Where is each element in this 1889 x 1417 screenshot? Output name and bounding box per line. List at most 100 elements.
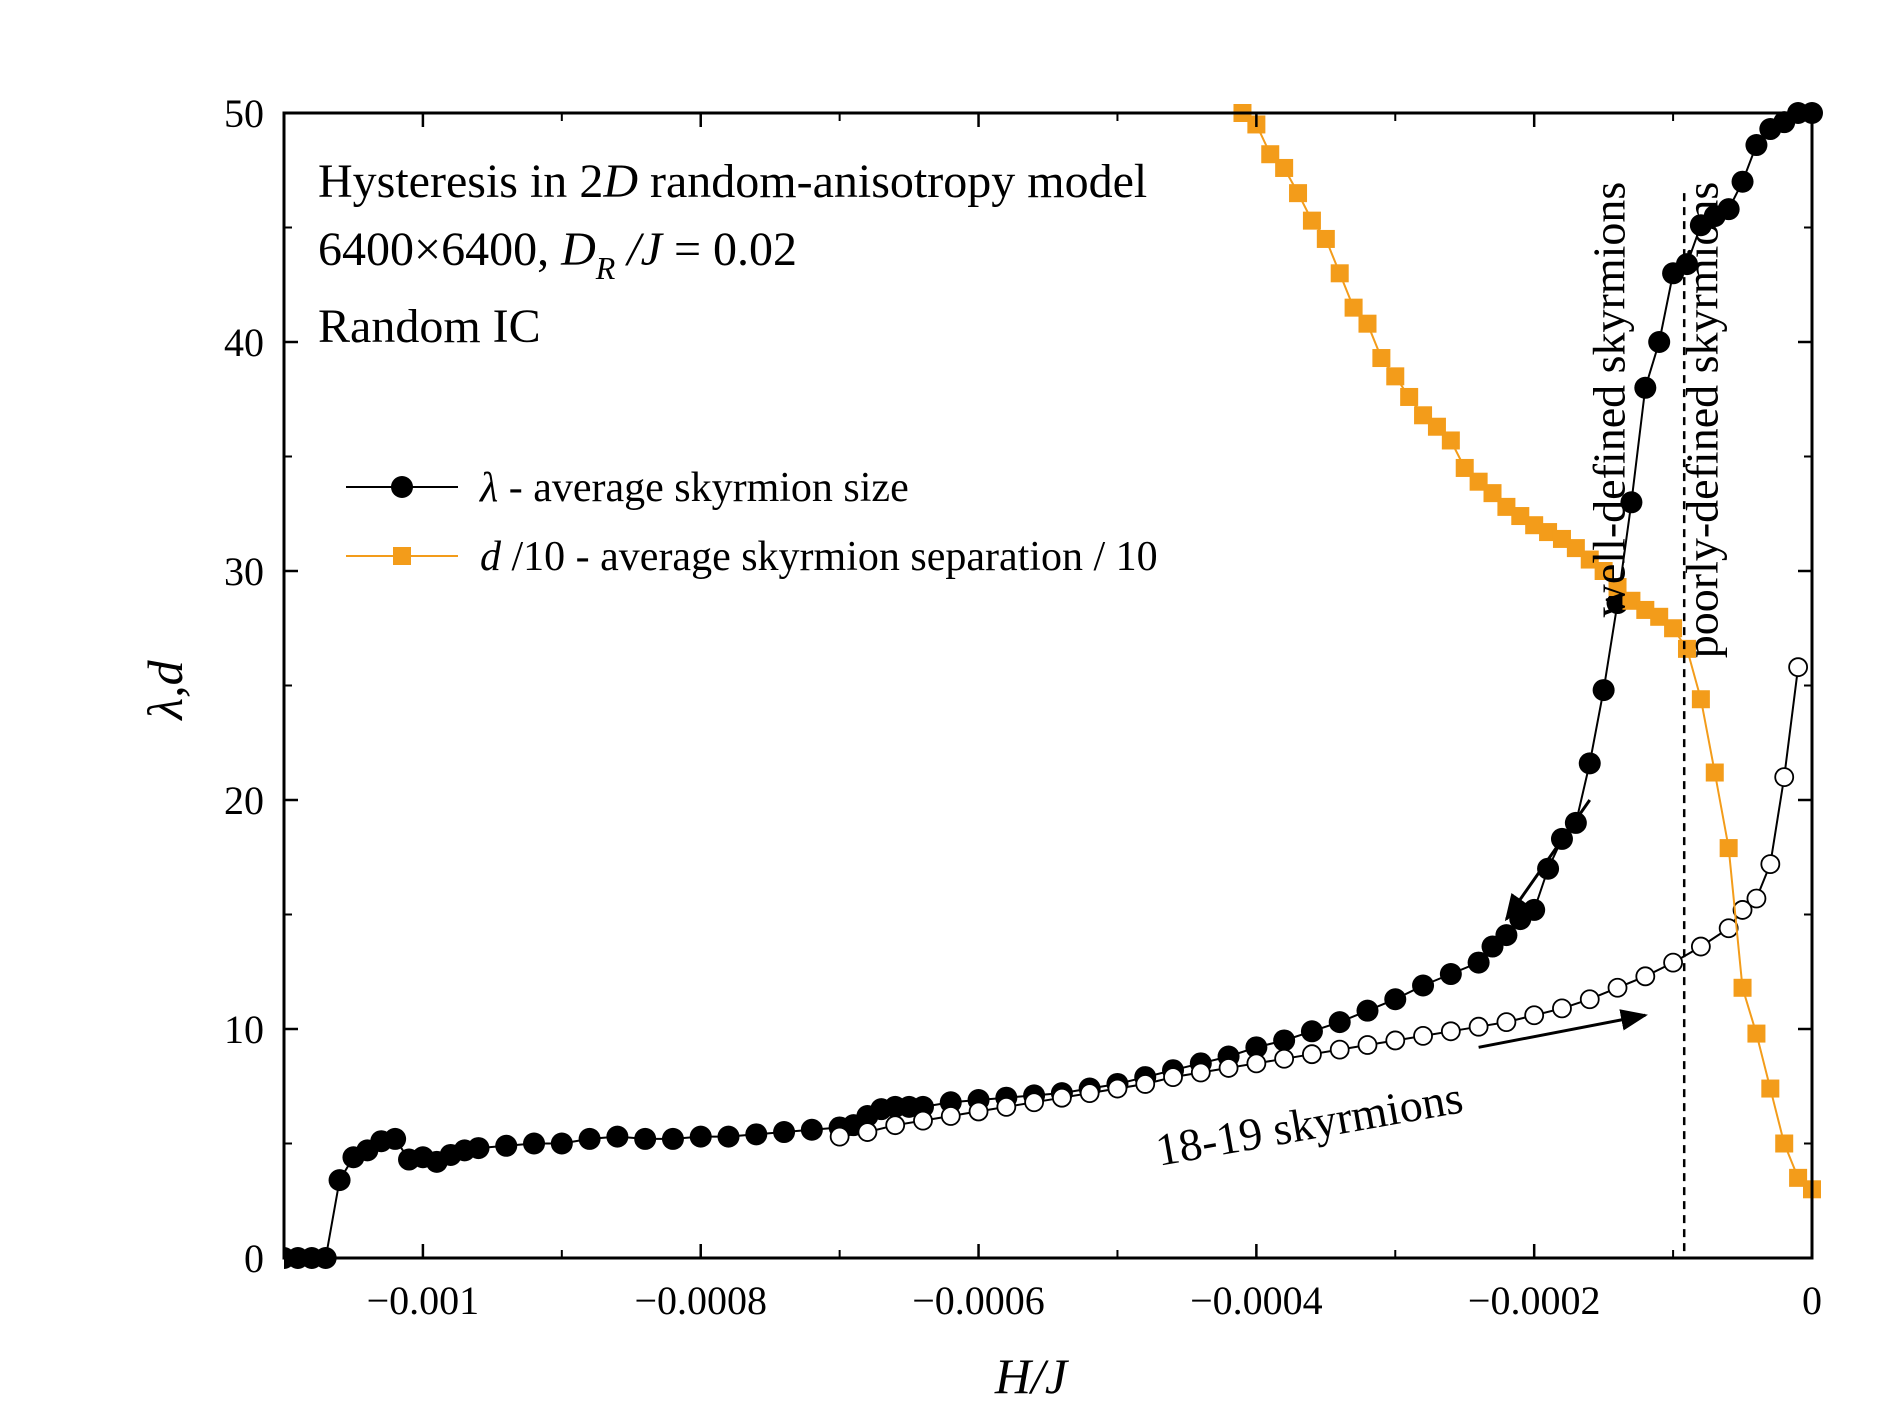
info-line-3: Random IC	[318, 300, 541, 353]
data-point	[1718, 918, 1739, 939]
data-point	[1552, 998, 1572, 1019]
data-point	[1731, 170, 1754, 193]
data-point	[1384, 988, 1407, 1011]
data-point	[661, 1127, 684, 1150]
data-point	[1273, 1029, 1296, 1052]
data-point	[773, 1121, 796, 1144]
data-point	[1441, 431, 1460, 450]
data-point	[1497, 497, 1516, 516]
data-point	[1358, 314, 1377, 333]
data-point	[1483, 484, 1502, 503]
info-J: /J	[615, 223, 664, 276]
y-tick-label: 50	[224, 91, 264, 136]
series-layer	[284, 102, 1823, 1269]
x-tick-label: −0.0008	[634, 1278, 767, 1323]
data-point	[1607, 977, 1628, 998]
data-point	[1760, 854, 1781, 875]
data-point	[1761, 1079, 1780, 1098]
x-tick-label: −0.0006	[912, 1278, 1045, 1323]
data-point	[1634, 376, 1657, 399]
data-point	[1717, 198, 1740, 221]
y-tick-label: 0	[244, 1236, 264, 1281]
data-point	[1274, 1048, 1295, 1069]
data-point	[1051, 1087, 1072, 1108]
data-point	[939, 1091, 962, 1114]
data-point	[968, 1101, 989, 1122]
data-point	[1747, 1024, 1766, 1043]
data-point	[1496, 1012, 1517, 1033]
data-point	[1467, 951, 1490, 974]
data-point	[1385, 1030, 1406, 1051]
data-point	[1495, 924, 1518, 947]
data-point	[1357, 1035, 1378, 1055]
data-point	[1107, 1078, 1128, 1099]
y-tick-label: 10	[224, 1007, 264, 1052]
data-point	[1524, 1005, 1545, 1026]
data-point	[1622, 591, 1641, 610]
data-point	[1775, 1134, 1794, 1153]
data-point	[1650, 607, 1669, 626]
x-tick-label: 0	[1802, 1278, 1822, 1323]
series-0	[284, 102, 1823, 1269]
info-2-glyph: 2	[579, 155, 603, 208]
legend: λ - average skyrmion size d /10 - averag…	[346, 465, 1158, 580]
data-point	[1774, 767, 1795, 787]
info-DR-R: R	[595, 250, 616, 286]
data-point	[1330, 264, 1349, 283]
data-point	[550, 1132, 573, 1155]
series-1	[829, 657, 1809, 1147]
ticks-layer: −0.001 −0.0008 −0.0006 −0.0004 −0.0002 0 0 10 20…	[224, 91, 1822, 1323]
data-point	[1413, 1025, 1433, 1046]
data-point	[1511, 507, 1530, 526]
data-point	[1648, 331, 1671, 353]
legend-d-desc: /10 - average skyrmion separation / 10	[501, 534, 1158, 580]
series-line	[839, 667, 1800, 1138]
info-eq: = 0.02	[662, 223, 797, 276]
data-point	[1733, 978, 1752, 997]
data-point	[1372, 349, 1391, 368]
data-point	[1705, 763, 1724, 782]
x-tick-label: −0.001	[367, 1278, 480, 1323]
data-point	[1690, 936, 1711, 957]
arrow-decreasing-field	[1504, 799, 1591, 922]
annotation-text-0: well-defined skyrmions	[1584, 182, 1635, 618]
data-point	[1468, 1016, 1489, 1037]
data-point	[384, 1127, 407, 1150]
legend-lambda-symbol: λ	[478, 465, 498, 511]
data-point	[1523, 898, 1546, 921]
data-point	[467, 1137, 490, 1160]
legend-d-symbol: d	[480, 534, 502, 580]
legend-lambda-desc: - average skyrmion size	[498, 465, 909, 511]
arrow-increasing-field	[1478, 1009, 1648, 1049]
x-tick-label: −0.0002	[1468, 1278, 1601, 1323]
data-point	[1594, 562, 1613, 580]
data-point	[1579, 989, 1600, 1010]
data-point	[1302, 1044, 1322, 1065]
data-point	[328, 1169, 351, 1192]
data-point	[1344, 298, 1363, 317]
data-point	[1024, 1092, 1045, 1113]
data-point	[1245, 1036, 1268, 1059]
data-point	[1537, 857, 1560, 880]
data-point	[1469, 472, 1488, 491]
legend-marker-d	[393, 547, 411, 565]
data-point	[1746, 888, 1767, 909]
data-point	[1275, 158, 1294, 177]
data-point	[1663, 952, 1683, 973]
data-point	[1302, 211, 1321, 230]
x-axis-title: H/J	[994, 1348, 1070, 1404]
data-point	[1328, 1011, 1351, 1034]
data-point	[1525, 516, 1544, 535]
data-point	[1552, 529, 1571, 548]
data-point	[495, 1134, 518, 1157]
data-point	[1414, 406, 1433, 425]
data-point	[1745, 134, 1768, 157]
y-tick-label: 20	[224, 778, 264, 823]
data-point	[1300, 1020, 1323, 1043]
data-point	[940, 1106, 961, 1126]
data-point	[1789, 1168, 1808, 1187]
data-point	[634, 1127, 657, 1150]
annotation-text-2: 18-19 skyrmions	[1152, 1072, 1467, 1176]
y-axis-title: λ,d	[137, 659, 193, 721]
